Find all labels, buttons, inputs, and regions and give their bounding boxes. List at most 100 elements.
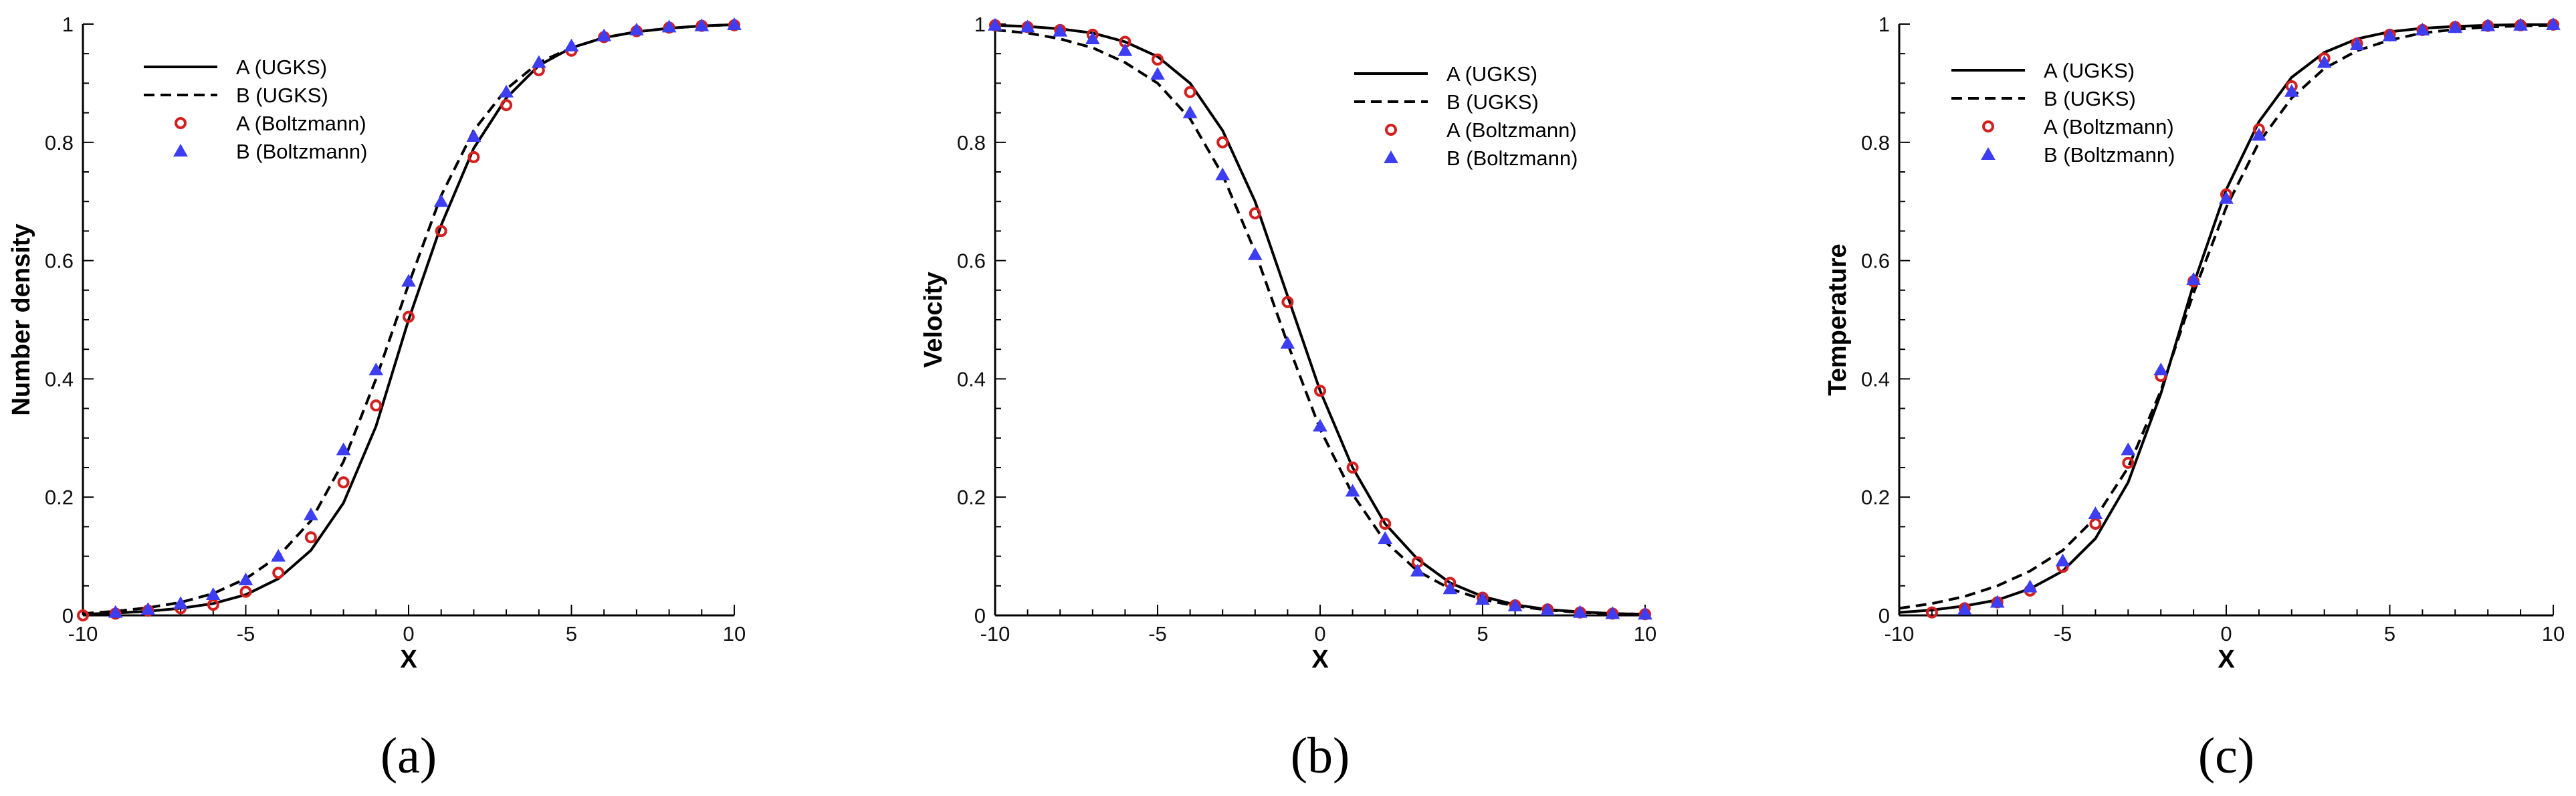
data-point <box>1507 598 1523 611</box>
data-point <box>337 476 350 489</box>
legend-label: A (UGKS) <box>236 56 327 79</box>
x-tick-label: -10 <box>68 622 98 645</box>
x-tick-label: 10 <box>1634 622 1656 645</box>
data-point <box>1020 19 1035 33</box>
data-point <box>1314 385 1326 397</box>
data-point <box>2121 442 2136 456</box>
y-tick-label: 0.8 <box>957 131 986 155</box>
data-point <box>2186 272 2201 285</box>
x-tick-label: -5 <box>237 622 255 645</box>
series-a-ugks-line <box>1899 23 2553 614</box>
data-point <box>435 225 447 237</box>
legend-swatch <box>1385 124 1397 136</box>
data-point <box>2252 128 2266 141</box>
x-axis-title: X <box>1311 645 1329 674</box>
x-axis-title: X <box>2218 645 2235 674</box>
series-b-ugks <box>994 28 1646 616</box>
data-point <box>1281 296 1294 308</box>
x-tick-label: 10 <box>723 622 746 645</box>
x-tick-label: 0 <box>1314 622 1325 645</box>
data-point <box>1280 336 1295 349</box>
data-point <box>1605 606 1620 619</box>
data-point <box>500 99 513 112</box>
data-point <box>727 17 742 30</box>
data-point <box>2415 22 2430 35</box>
y-tick-label: 0.2 <box>1861 486 1890 509</box>
y-tick-label: 0.8 <box>45 131 74 155</box>
x-axis-title: X <box>400 645 417 674</box>
data-point <box>2022 579 2038 593</box>
data-point <box>140 602 156 615</box>
y-tick-label: 0.4 <box>957 367 986 391</box>
series-a-boltzmann <box>1925 18 2559 619</box>
data-point <box>304 531 317 544</box>
series-a-ugks-line <box>82 23 735 616</box>
legend-swatch <box>1982 120 1994 132</box>
legend-label: B (Boltzmann) <box>2044 143 2175 167</box>
legend-swatch <box>1981 146 1996 160</box>
legend-label: A (UGKS) <box>1446 62 1537 86</box>
y-tick-label: 0 <box>1879 604 1890 627</box>
y-tick-label: 1 <box>974 13 986 36</box>
legend-label: B (UGKS) <box>236 84 328 107</box>
data-point <box>2219 191 2234 204</box>
legend-label: B (Boltzmann) <box>236 140 367 163</box>
data-point <box>108 605 123 618</box>
data-point <box>2448 20 2463 33</box>
y-tick-label: 1 <box>62 13 74 36</box>
data-point <box>1313 419 1327 432</box>
y-tick-label: 0.8 <box>1861 131 1890 155</box>
data-point <box>1442 581 1458 595</box>
data-point <box>207 599 219 611</box>
y-tick-label: 0.6 <box>45 250 74 273</box>
legend-label: A (Boltzmann) <box>1446 118 1577 142</box>
series-b-ugks-line <box>1899 23 2554 610</box>
data-point <box>271 549 286 562</box>
data-point <box>2513 17 2528 31</box>
data-point <box>2122 456 2135 469</box>
data-point <box>336 442 351 456</box>
panel-caption: (b) <box>1291 728 1350 784</box>
data-point <box>661 19 677 33</box>
legend-label: B (Boltzmann) <box>1446 146 1578 170</box>
data-point <box>1150 67 1165 80</box>
legend-label: B (UGKS) <box>2044 87 2136 110</box>
data-point <box>1925 606 1938 619</box>
data-point <box>2546 17 2561 30</box>
y-tick-label: 0.2 <box>45 486 74 509</box>
y-axis-title: Velocity <box>920 272 948 368</box>
data-point <box>2349 37 2365 50</box>
y-axis-title: Temperature <box>1824 243 1852 395</box>
x-tick-label: 0 <box>2220 622 2232 645</box>
y-tick-label: 1 <box>1879 13 1890 36</box>
data-point <box>597 28 612 41</box>
x-tick-label: 0 <box>403 622 414 645</box>
series-a-ugks <box>82 23 735 616</box>
x-tick-label: 5 <box>2384 622 2395 645</box>
data-point <box>77 609 89 621</box>
panel-b: -10 -5 0 5 10 0 0.2 0.4 0.6 0.8 1 X Velocity A (UGKS)… <box>920 13 1656 784</box>
panel-c: -10 -5 0 5 10 0 0.2 0.4 0.6 0.8 1 X Temperature A (UG… <box>1824 13 2565 784</box>
data-point <box>272 567 285 579</box>
series-b-boltzmann <box>988 17 1652 620</box>
x-tick-label: 5 <box>1477 622 1488 645</box>
series-a-ugks <box>1899 23 2553 614</box>
y-tick-label: 0 <box>974 604 986 627</box>
data-point <box>1378 531 1393 544</box>
x-tick-label: 5 <box>566 622 577 645</box>
data-point <box>403 310 415 323</box>
data-point <box>1249 207 1261 219</box>
data-point <box>205 587 221 601</box>
data-point <box>1540 603 1555 616</box>
data-point <box>1475 592 1490 605</box>
data-point <box>1990 595 2005 608</box>
legend-swatch <box>1384 150 1398 163</box>
data-point <box>1346 462 1359 474</box>
data-point <box>370 399 383 412</box>
data-point <box>1184 86 1196 98</box>
data-point <box>1152 54 1164 66</box>
y-tick-label: 0.4 <box>1861 367 1890 391</box>
data-point <box>1379 517 1392 530</box>
panel-caption: (a) <box>381 728 437 784</box>
